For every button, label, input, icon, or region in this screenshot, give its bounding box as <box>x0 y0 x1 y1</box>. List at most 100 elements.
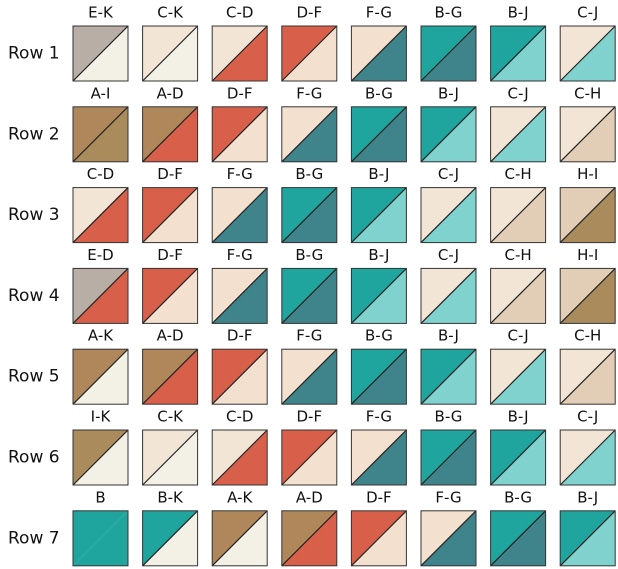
seam <box>281 267 338 324</box>
cell-label: A-K <box>88 327 114 345</box>
cell-label: D-F <box>157 246 183 264</box>
seam <box>211 106 268 163</box>
seam <box>490 348 547 405</box>
seam <box>350 510 407 567</box>
cell-label: H-I <box>577 165 598 183</box>
seam <box>142 267 199 324</box>
block-border <box>559 106 616 163</box>
cell-label: C-J <box>577 408 598 426</box>
seam <box>72 25 129 82</box>
cell-label: B-G <box>435 408 463 426</box>
block-border <box>420 267 477 324</box>
block-border <box>142 348 199 405</box>
cell-label: E-D <box>87 246 113 264</box>
cell-label: B-J <box>508 408 529 426</box>
cell-label: C-J <box>577 4 598 22</box>
cell-label: E-K <box>88 4 114 22</box>
seam <box>490 267 547 324</box>
block-border <box>490 267 547 324</box>
seam <box>490 510 547 567</box>
seam <box>211 429 268 486</box>
block-border <box>420 187 477 244</box>
seam <box>281 106 338 163</box>
block-border <box>350 25 407 82</box>
block-border <box>142 510 199 567</box>
block-border <box>350 106 407 163</box>
cell-label: A-K <box>227 488 253 506</box>
seam <box>142 106 199 163</box>
cell-label: B-G <box>435 4 463 22</box>
block-border <box>490 429 547 486</box>
seam <box>211 25 268 82</box>
block-border <box>142 267 199 324</box>
cell-label: F-G <box>227 165 253 183</box>
block-border <box>211 429 268 486</box>
seam <box>281 510 338 567</box>
seam <box>142 348 199 405</box>
block-border <box>72 267 129 324</box>
cell-label: F-G <box>296 327 322 345</box>
row-label: Row 5 <box>8 367 60 387</box>
block-border <box>281 187 338 244</box>
row-label: Row 4 <box>8 286 60 306</box>
triangle <box>73 510 128 566</box>
block-border <box>281 510 338 567</box>
block-border <box>350 510 407 567</box>
seam <box>281 25 338 82</box>
seam <box>281 348 338 405</box>
block-border <box>490 187 547 244</box>
cell-label: B-J <box>438 84 459 102</box>
block-border <box>490 348 547 405</box>
block-border <box>350 348 407 405</box>
cell-label: C-K <box>157 408 184 426</box>
cell-label: D-F <box>366 488 392 506</box>
block-border <box>211 187 268 244</box>
cell-label: F-G <box>296 84 322 102</box>
cell-label: D-F <box>297 408 323 426</box>
row-label: Row 6 <box>8 448 60 468</box>
cell-label: C-D <box>226 408 253 426</box>
cell-label: A-D <box>157 84 184 102</box>
block-border <box>281 106 338 163</box>
seam <box>559 510 616 567</box>
block-border <box>559 429 616 486</box>
block-border <box>72 25 129 82</box>
block-border <box>72 187 129 244</box>
row-label: Row 7 <box>8 528 60 548</box>
block-border <box>142 25 199 82</box>
seam <box>490 25 547 82</box>
cell-label: B-G <box>365 327 393 345</box>
seam <box>559 106 616 163</box>
seam <box>350 187 407 244</box>
seam <box>559 267 616 324</box>
seam <box>350 25 407 82</box>
cell-label: B-K <box>157 488 184 506</box>
seam <box>350 106 407 163</box>
cell-label: F-G <box>366 4 392 22</box>
cell-label: A-D <box>157 327 184 345</box>
seam <box>490 429 547 486</box>
block-border <box>420 429 477 486</box>
block-border <box>559 348 616 405</box>
cell-label: A-D <box>296 488 323 506</box>
block-border <box>72 510 129 567</box>
block-border <box>490 25 547 82</box>
cell-label: C-D <box>226 4 253 22</box>
block-border <box>72 429 129 486</box>
seam <box>420 106 477 163</box>
cell-label: H-I <box>577 246 598 264</box>
block-border <box>559 510 616 567</box>
block-border <box>420 348 477 405</box>
seam <box>72 267 129 324</box>
seam <box>142 25 199 82</box>
seam <box>211 267 268 324</box>
block-border <box>72 348 129 405</box>
block-border <box>350 267 407 324</box>
cell-label: F-G <box>227 246 253 264</box>
seam <box>490 187 547 244</box>
block-border <box>281 267 338 324</box>
seam <box>420 429 477 486</box>
block-border <box>142 106 199 163</box>
row-label: Row 3 <box>8 205 60 225</box>
